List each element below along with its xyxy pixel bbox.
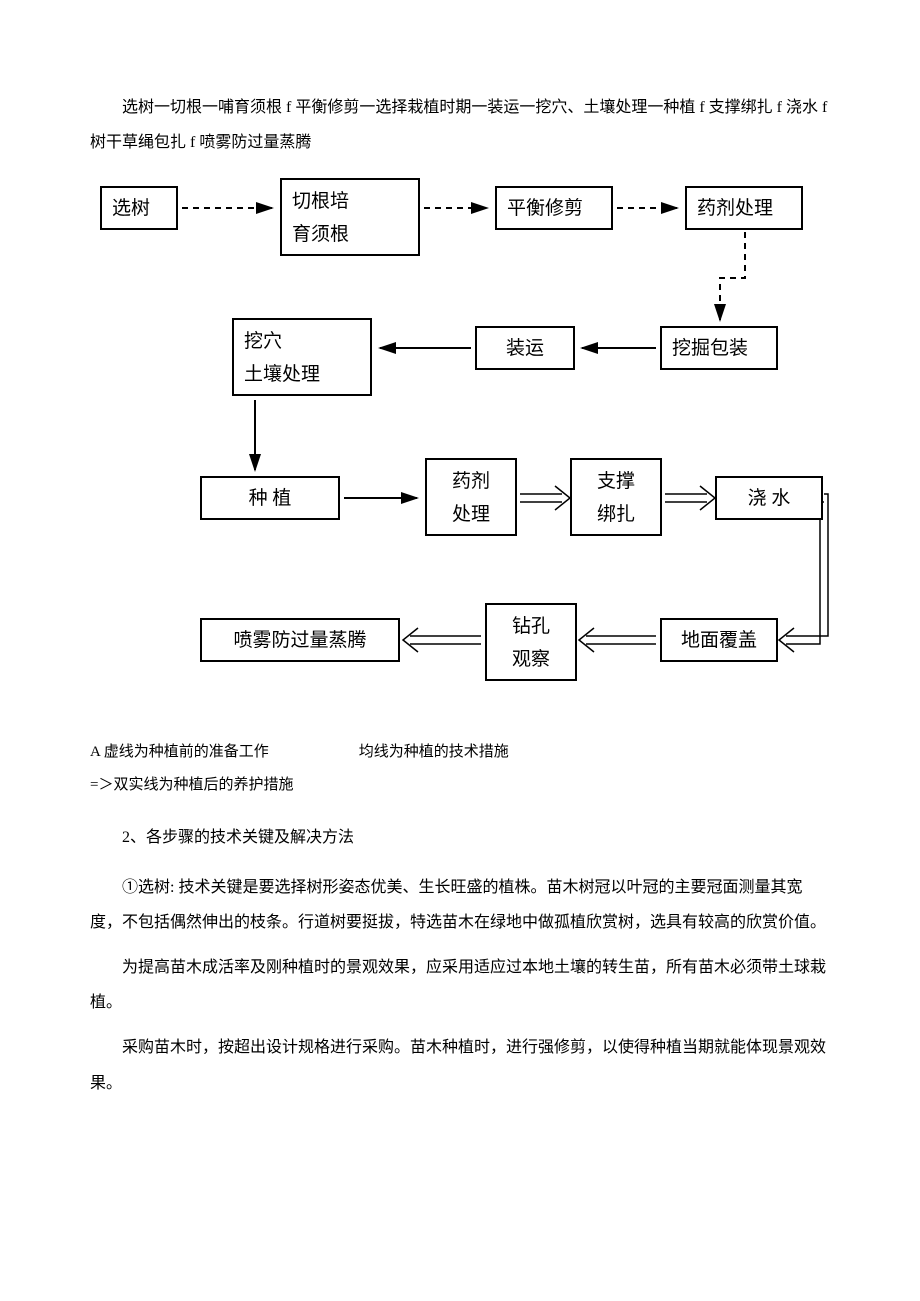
paragraph-3: 采购苗木时，按超出设计规格进行采购。苗木种植时，进行强修剪，以使得种植当期就能体… (90, 1030, 830, 1100)
node-plant: 种 植 (200, 476, 340, 520)
edge-n13-n12 (403, 628, 481, 652)
node-water: 浇 水 (715, 476, 823, 520)
paragraph-1: ①选树: 技术关键是要选择树形姿态优美、生长旺盛的植株。苗木树冠以叶冠的主要冠面… (90, 870, 830, 940)
node-dig-pack: 挖掘包装 (660, 326, 778, 370)
legend-dashed: A 虚线为种植前的准备工作 (90, 736, 269, 769)
legend-double: =＞双实线为种植后的养护措施 (90, 769, 830, 802)
legend-solid: 均线为种植的技术措施 (359, 736, 509, 769)
edge-n10-n11 (665, 486, 715, 510)
paragraph-2: 为提高苗木成活率及刚种植时的景观效果，应采用适应过本地土壤的转生苗，所有苗木必须… (90, 950, 830, 1020)
edge-n14-n13 (579, 628, 656, 652)
intro-paragraph: 选树一切根一哺育须根 f 平衡修剪一选择栽植时期一装运一挖穴、土壤处理一种植 f… (90, 90, 830, 160)
node-support-tie: 支撑 绑扎 (570, 458, 662, 536)
node-spray: 喷雾防过量蒸腾 (200, 618, 400, 662)
node-chem-treat-1: 药剂处理 (685, 186, 803, 230)
node-chem-treat-2: 药剂 处理 (425, 458, 517, 536)
edge-n4-n7 (720, 232, 745, 320)
edge-n9-n10 (520, 486, 570, 510)
section-2-title: 2、各步骤的技术关键及解决方法 (90, 820, 830, 855)
node-drill-observe: 钻孔 观察 (485, 603, 577, 681)
node-ground-cover: 地面覆盖 (660, 618, 778, 662)
node-dig-soil: 挖穴 土壤处理 (232, 318, 372, 396)
node-select-tree: 选树 (100, 186, 178, 230)
flowchart: 选树 切根培 育须根 平衡修剪 药剂处理 挖穴 土壤处理 装运 挖掘包装 种 植… (90, 178, 830, 728)
node-cut-root: 切根培 育须根 (280, 178, 420, 256)
node-balance-prune: 平衡修剪 (495, 186, 613, 230)
node-transport: 装运 (475, 326, 575, 370)
legend: A 虚线为种植前的准备工作 均线为种植的技术措施 =＞双实线为种植后的养护措施 (90, 736, 830, 802)
